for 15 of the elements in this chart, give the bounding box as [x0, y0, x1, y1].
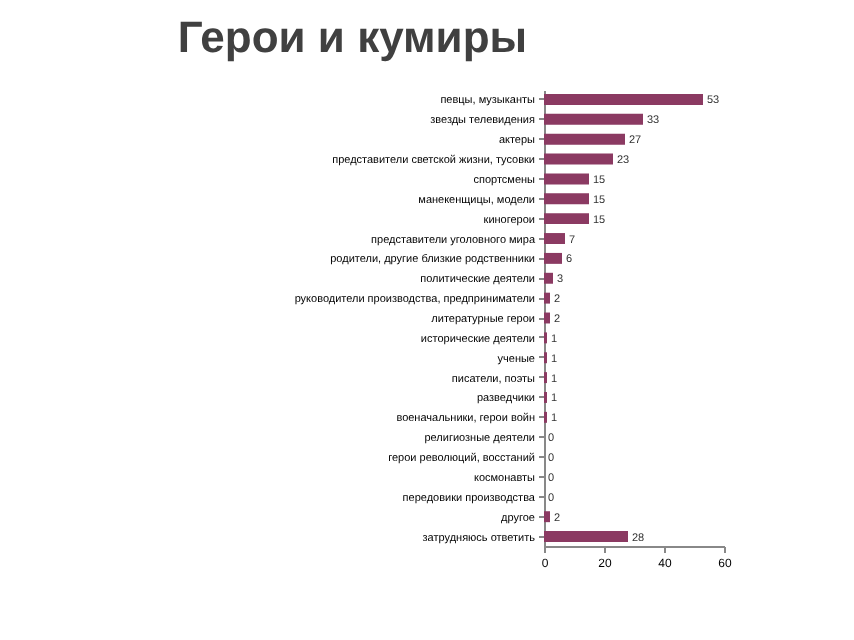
bar [544, 233, 565, 244]
bar [544, 193, 589, 205]
bar [544, 252, 562, 264]
chart-title: Герои и кумиры [177, 12, 528, 62]
bar [544, 173, 589, 185]
bar [544, 113, 643, 125]
bar [544, 93, 703, 105]
bar [544, 312, 550, 324]
bar [544, 153, 613, 165]
bar [544, 531, 628, 543]
bar [544, 272, 553, 284]
bar [544, 292, 550, 304]
bar [544, 213, 589, 225]
bar [544, 511, 550, 523]
bar [544, 133, 625, 145]
